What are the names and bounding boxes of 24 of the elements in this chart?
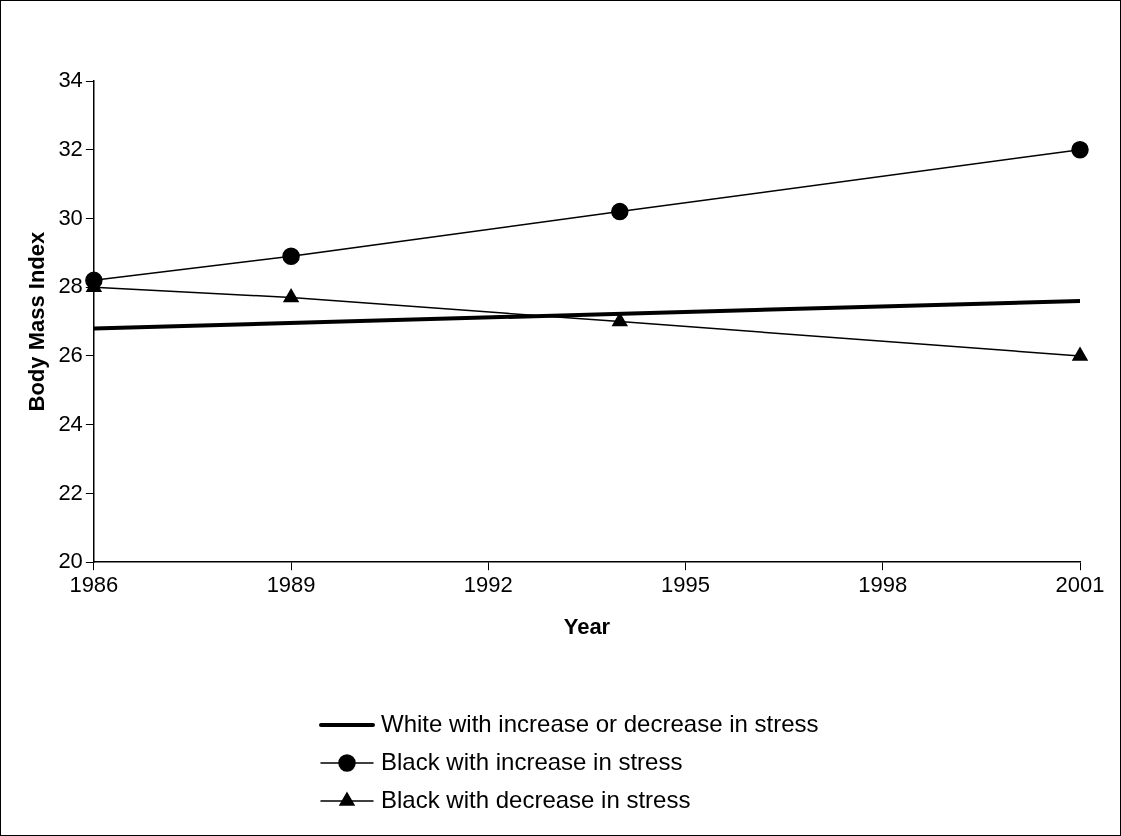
point — [1071, 140, 1089, 159]
point — [282, 247, 300, 266]
x-tick-label: 1989 — [266, 572, 316, 598]
x-tick-label: 1986 — [69, 572, 119, 598]
x-tick-label: 2001 — [1055, 572, 1105, 598]
y-tick-label: 28 — [58, 273, 83, 299]
y-tick-label: 24 — [58, 410, 83, 436]
y-tick-label: 34 — [58, 67, 83, 93]
x-tick-label: 1995 — [661, 572, 711, 598]
point — [283, 288, 299, 303]
x-tick-label: 1998 — [858, 572, 908, 598]
x-axis-title: Year — [563, 613, 611, 639]
y-axis-title: Body Mass Index — [24, 230, 50, 412]
legend-label: White with increase or decrease in stress — [381, 709, 819, 737]
y-tick-label: 26 — [58, 342, 83, 368]
legend-label: Black with decrease in stress — [381, 785, 691, 813]
point — [1072, 347, 1088, 361]
point — [611, 202, 629, 221]
y-tick-label: 20 — [58, 548, 83, 574]
x-tick-label: 1992 — [463, 572, 513, 598]
legend-label: Black with increase in stress — [381, 747, 683, 775]
y-tick-label: 30 — [58, 204, 83, 230]
y-tick-label: 32 — [58, 135, 83, 161]
y-tick-label: 22 — [58, 479, 83, 505]
